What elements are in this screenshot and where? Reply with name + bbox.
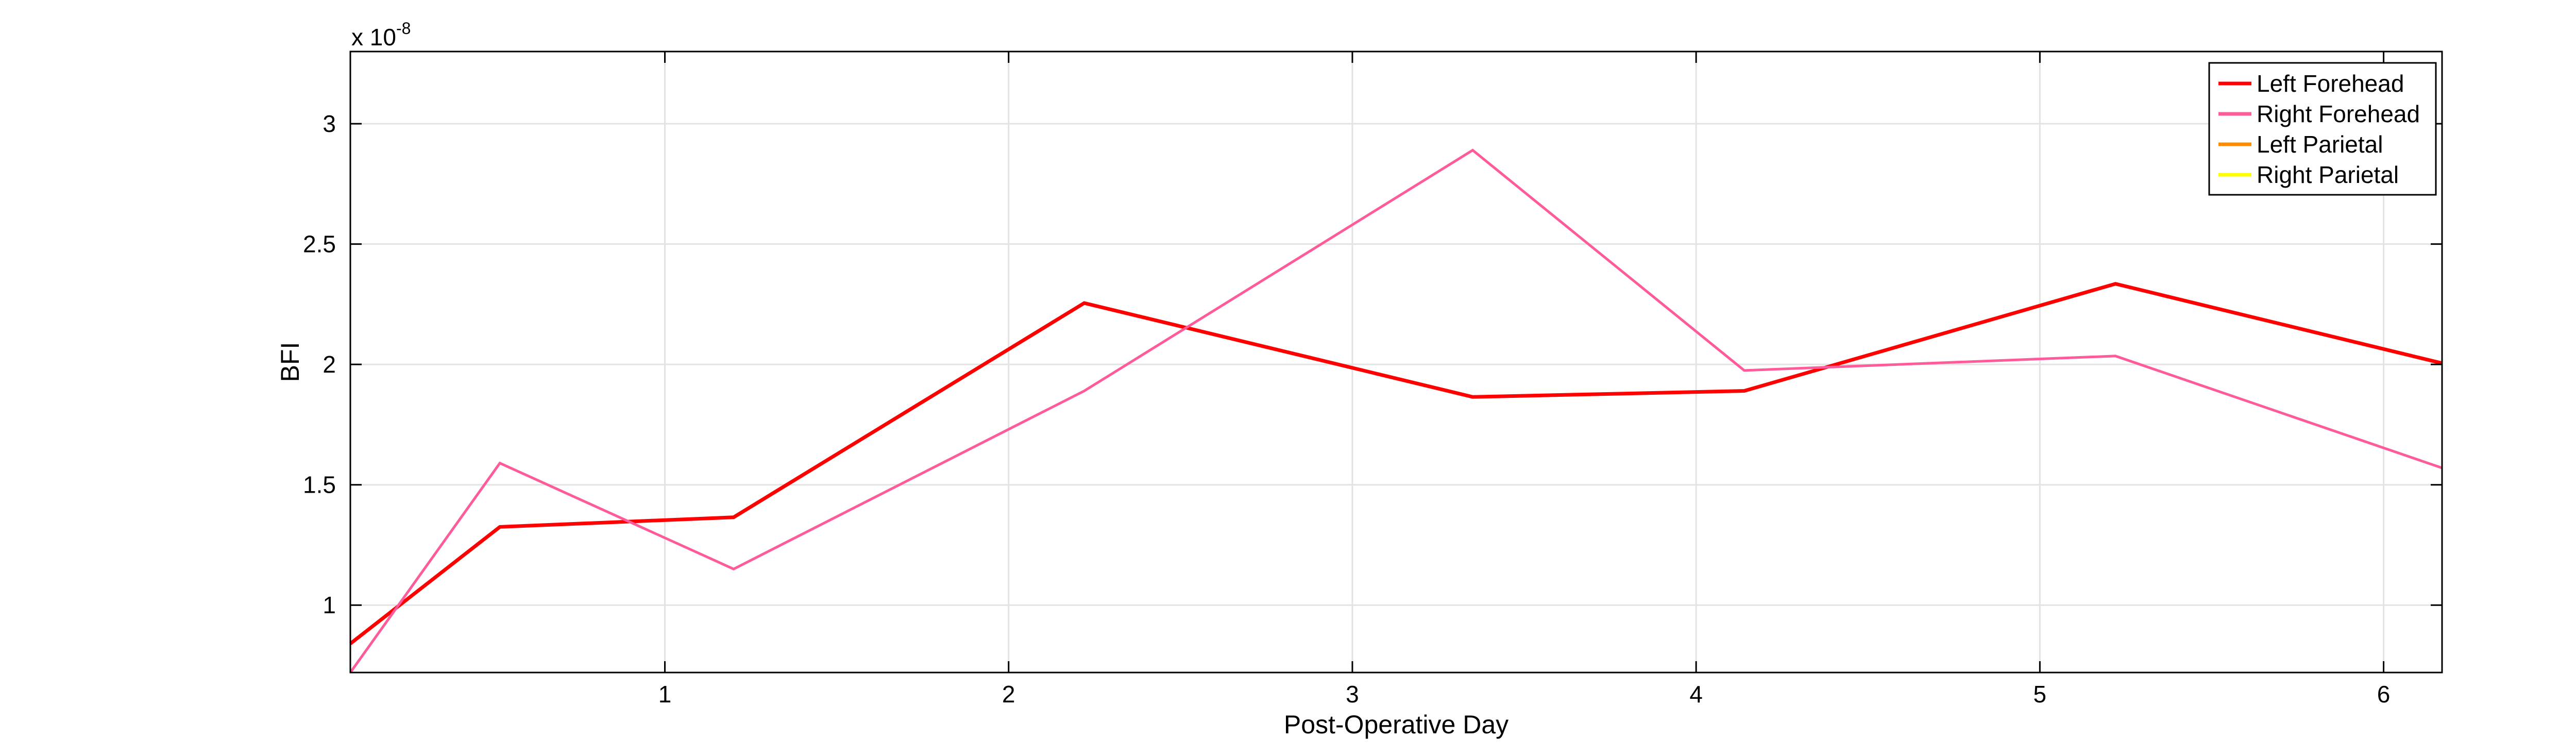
y-tick-label: 2 [323,351,336,378]
x-tick-label: 3 [1346,681,1359,708]
plot-frame [349,51,2443,674]
legend-label: Left Forehead [2257,70,2404,97]
legend: Left Forehead Right Forehead Left Parietal… [2208,62,2437,196]
x-tick-label: 4 [1689,681,1703,708]
x-tick-label: 6 [2377,681,2391,708]
x-axis-label: Post-Operative Day [1284,710,1509,739]
legend-label: Right Forehead [2257,100,2420,127]
y-multiplier-exponent: -8 [396,19,411,38]
legend-label: Left Parietal [2257,131,2383,158]
y-tick-label: 1.5 [303,472,336,498]
tick-layer: 1 2 3 4 5 6 1 1.5 2 2.5 3 [303,52,2442,708]
y-multiplier-base: x 10 [351,24,396,51]
grid-layer [350,52,2442,673]
series-line-left-forehead [349,282,2443,645]
legend-label: Right Parietal [2257,161,2399,188]
series-layer [349,148,2443,674]
y-tick-label: 1 [323,592,336,618]
y-axis-label: BFI [276,342,304,382]
x-tick-label: 1 [658,681,672,708]
x-tick-label: 5 [2033,681,2047,708]
x-tick-label: 2 [1002,681,1015,708]
y-tick-label: 2.5 [303,231,336,258]
y-multiplier-label: x 10-8 [351,19,411,51]
series-line-right-forehead [349,148,2443,674]
y-tick-label: 3 [323,110,336,137]
